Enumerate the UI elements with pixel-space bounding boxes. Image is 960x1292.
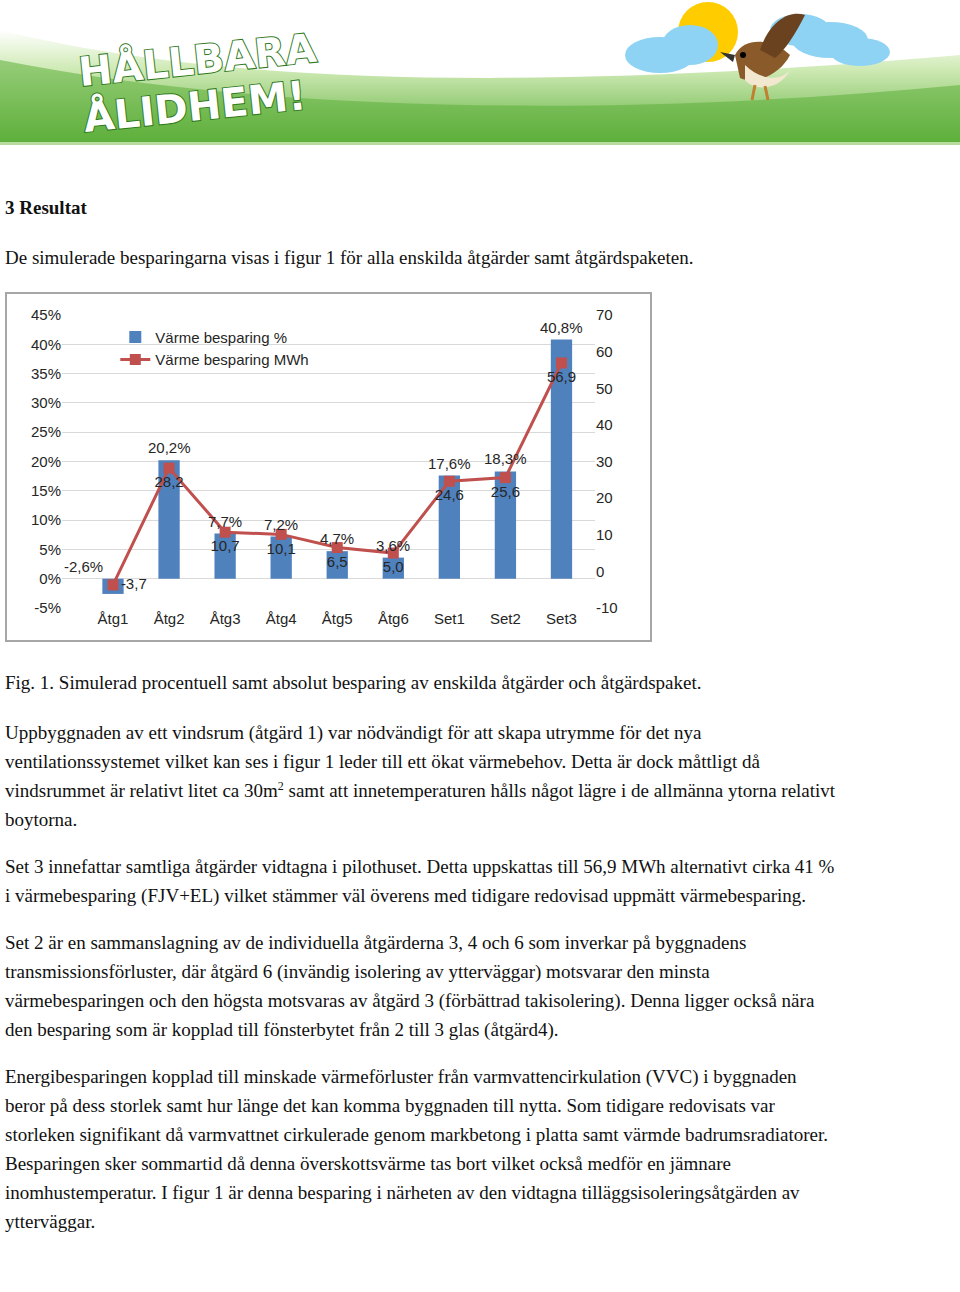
svg-text:40%: 40%	[31, 336, 61, 353]
svg-text:17,6%: 17,6%	[428, 455, 471, 472]
svg-text:Set3: Set3	[546, 610, 577, 627]
svg-text:40: 40	[596, 416, 613, 433]
svg-text:Åtg1: Åtg1	[98, 610, 129, 627]
svg-text:20%: 20%	[31, 453, 61, 470]
svg-text:25%: 25%	[31, 423, 61, 440]
svg-text:Åtg6: Åtg6	[378, 610, 409, 627]
svg-text:Åtg5: Åtg5	[322, 610, 353, 627]
svg-text:28,2: 28,2	[154, 473, 183, 490]
svg-text:5%: 5%	[39, 541, 61, 558]
html-text:3 Resultat: 3 Resultat	[5, 197, 87, 218]
svg-text:0%: 0%	[39, 570, 61, 587]
svg-text:56,9: 56,9	[547, 368, 576, 385]
svg-text:ÅLIDHEM!: ÅLIDHEM!	[81, 70, 308, 141]
svg-text:4,7%: 4,7%	[320, 530, 354, 547]
html-text:Uppbyggnaden av ett vindsrum (: Uppbyggnaden av ett vindsrum (åtgärd 1) …	[5, 722, 836, 830]
svg-text:60: 60	[596, 343, 613, 360]
svg-text:15%: 15%	[31, 482, 61, 499]
svg-text:50: 50	[596, 380, 613, 397]
svg-text:Åtg3: Åtg3	[210, 610, 241, 627]
html-text:Energibesparingen kopplad till: Energibesparingen kopplad till minskade …	[5, 1066, 829, 1232]
svg-text:10: 10	[596, 526, 613, 543]
svg-text:-10: -10	[596, 599, 618, 616]
html-text:Set 3 innefattar samtliga åtgä: Set 3 innefattar samtliga åtgärder vidta…	[5, 856, 835, 906]
svg-text:Set2: Set2	[490, 610, 521, 627]
svg-text:0: 0	[596, 563, 604, 580]
html-text:Set 2 är en sammanslagning av: Set 2 är en sammanslagning av de individ…	[5, 932, 815, 1040]
svg-text:Värme besparing MWh: Värme besparing MWh	[155, 351, 308, 368]
svg-text:24,6: 24,6	[435, 486, 464, 503]
svg-text:HÅLLBARA: HÅLLBARA	[76, 24, 319, 96]
html-text:De simulerade besparingarna vi: De simulerade besparingarna visas i figu…	[5, 247, 694, 268]
svg-text:10,1: 10,1	[267, 540, 296, 557]
svg-text:40,8%: 40,8%	[540, 319, 583, 336]
svg-text:6,5: 6,5	[327, 553, 348, 570]
svg-text:Åtg2: Åtg2	[154, 610, 185, 627]
svg-text:-2,6%: -2,6%	[64, 558, 103, 575]
svg-text:Värme besparing %: Värme besparing %	[155, 329, 287, 346]
svg-text:7,2%: 7,2%	[264, 516, 298, 533]
svg-text:10,7: 10,7	[211, 537, 240, 554]
svg-text:30%: 30%	[31, 394, 61, 411]
svg-text:7,7%: 7,7%	[208, 513, 242, 530]
svg-text:20,2%: 20,2%	[148, 439, 191, 456]
svg-text:45%: 45%	[31, 306, 61, 323]
svg-text:20: 20	[596, 489, 613, 506]
svg-text:5,0: 5,0	[383, 558, 404, 575]
html-text:Fig. 1. Simulerad procentuell: Fig. 1. Simulerad procentuell samt absol…	[5, 672, 702, 693]
svg-text:18,3%: 18,3%	[484, 450, 527, 467]
svg-text:30: 30	[596, 453, 613, 470]
svg-text:Set1: Set1	[434, 610, 465, 627]
svg-text:-3,7: -3,7	[121, 575, 147, 592]
svg-text:70: 70	[596, 306, 613, 323]
svg-text:Åtg4: Åtg4	[266, 610, 297, 627]
svg-text:3,6%: 3,6%	[376, 537, 410, 554]
svg-text:10%: 10%	[31, 511, 61, 528]
svg-text:-5%: -5%	[34, 599, 61, 616]
svg-text:25,6: 25,6	[491, 483, 520, 500]
svg-text:35%: 35%	[31, 365, 61, 382]
